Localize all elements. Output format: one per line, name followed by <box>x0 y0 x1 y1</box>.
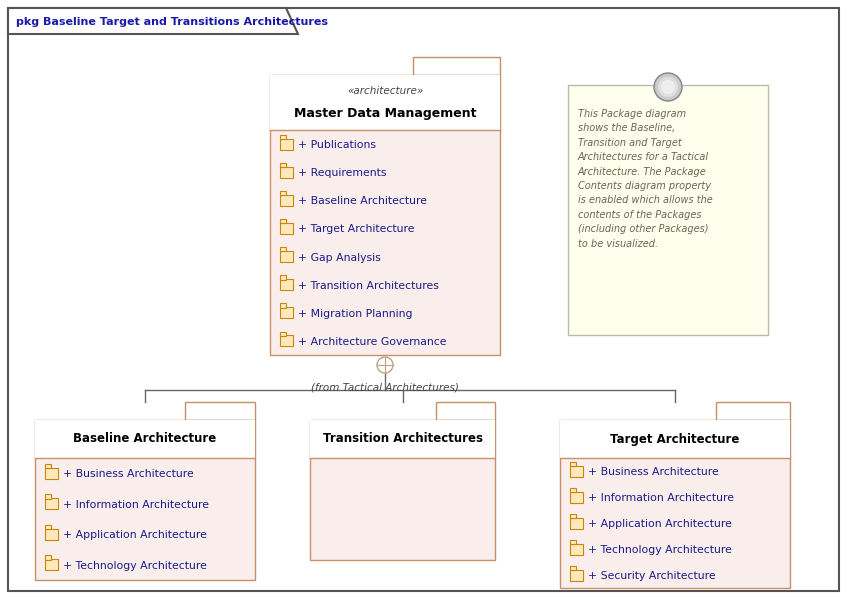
FancyBboxPatch shape <box>717 402 790 420</box>
FancyBboxPatch shape <box>412 57 500 75</box>
FancyBboxPatch shape <box>570 565 576 570</box>
FancyBboxPatch shape <box>280 191 285 195</box>
Text: + Migration Planning: + Migration Planning <box>298 309 412 319</box>
Text: pkg Baseline Target and Transitions Architectures: pkg Baseline Target and Transitions Arch… <box>16 17 328 27</box>
FancyBboxPatch shape <box>45 529 58 540</box>
FancyBboxPatch shape <box>45 525 51 529</box>
FancyBboxPatch shape <box>570 518 583 528</box>
FancyBboxPatch shape <box>35 420 255 580</box>
FancyBboxPatch shape <box>45 559 58 570</box>
Text: (from Tactical Architectures): (from Tactical Architectures) <box>311 383 459 393</box>
FancyBboxPatch shape <box>280 195 293 206</box>
FancyBboxPatch shape <box>45 468 58 479</box>
FancyBboxPatch shape <box>270 75 500 130</box>
FancyBboxPatch shape <box>35 420 255 458</box>
FancyBboxPatch shape <box>310 420 495 458</box>
FancyBboxPatch shape <box>280 247 285 252</box>
Polygon shape <box>8 8 298 34</box>
Text: + Publications: + Publications <box>298 140 376 150</box>
FancyBboxPatch shape <box>280 138 293 150</box>
FancyBboxPatch shape <box>270 75 500 355</box>
Text: + Security Architecture: + Security Architecture <box>588 571 716 581</box>
Text: + Technology Architecture: + Technology Architecture <box>63 561 207 571</box>
Circle shape <box>377 357 393 373</box>
FancyBboxPatch shape <box>570 462 576 466</box>
Text: + Architecture Governance: + Architecture Governance <box>298 337 446 347</box>
FancyBboxPatch shape <box>570 492 583 503</box>
FancyBboxPatch shape <box>280 276 285 280</box>
Text: + Target Architecture: + Target Architecture <box>298 225 414 234</box>
FancyBboxPatch shape <box>280 332 285 336</box>
FancyBboxPatch shape <box>280 135 285 139</box>
FancyBboxPatch shape <box>310 420 495 560</box>
Text: Target Architecture: Target Architecture <box>611 432 739 446</box>
Circle shape <box>658 77 678 97</box>
FancyBboxPatch shape <box>560 420 790 458</box>
Text: + Information Architecture: + Information Architecture <box>63 500 209 510</box>
FancyBboxPatch shape <box>568 85 768 335</box>
FancyBboxPatch shape <box>8 8 839 591</box>
FancyBboxPatch shape <box>280 223 293 234</box>
Text: + Requirements: + Requirements <box>298 168 386 178</box>
FancyBboxPatch shape <box>45 494 51 498</box>
FancyBboxPatch shape <box>45 498 58 509</box>
Text: + Gap Analysis: + Gap Analysis <box>298 253 381 262</box>
Text: This Package diagram
shows the Baseline,
Transition and Target
Architectures for: This Package diagram shows the Baseline,… <box>578 109 712 249</box>
Circle shape <box>654 73 682 101</box>
FancyBboxPatch shape <box>280 335 293 346</box>
FancyBboxPatch shape <box>45 464 51 468</box>
FancyBboxPatch shape <box>570 540 576 544</box>
FancyBboxPatch shape <box>280 219 285 223</box>
FancyBboxPatch shape <box>280 304 285 308</box>
FancyBboxPatch shape <box>280 163 285 167</box>
FancyBboxPatch shape <box>280 307 293 318</box>
Circle shape <box>661 80 675 94</box>
FancyBboxPatch shape <box>570 488 576 492</box>
Text: Baseline Architecture: Baseline Architecture <box>74 432 217 446</box>
Text: Transition Architectures: Transition Architectures <box>323 432 483 446</box>
Text: Master Data Management: Master Data Management <box>294 107 476 119</box>
FancyBboxPatch shape <box>436 402 495 420</box>
Text: «architecture»: «architecture» <box>347 86 424 96</box>
FancyBboxPatch shape <box>45 555 51 559</box>
FancyBboxPatch shape <box>185 402 255 420</box>
FancyBboxPatch shape <box>560 420 790 588</box>
FancyBboxPatch shape <box>570 570 583 580</box>
FancyBboxPatch shape <box>280 279 293 290</box>
Text: + Business Architecture: + Business Architecture <box>63 469 194 479</box>
Text: + Technology Architecture: + Technology Architecture <box>588 545 732 555</box>
FancyBboxPatch shape <box>570 465 583 476</box>
FancyBboxPatch shape <box>570 514 576 518</box>
Text: + Business Architecture: + Business Architecture <box>588 467 719 477</box>
FancyBboxPatch shape <box>280 167 293 178</box>
FancyBboxPatch shape <box>570 543 583 555</box>
Text: + Information Architecture: + Information Architecture <box>588 493 734 503</box>
Text: + Application Architecture: + Application Architecture <box>588 519 732 529</box>
Text: + Application Architecture: + Application Architecture <box>63 530 207 540</box>
Text: + Baseline Architecture: + Baseline Architecture <box>298 196 427 206</box>
Circle shape <box>655 74 681 100</box>
Text: + Transition Architectures: + Transition Architectures <box>298 281 439 291</box>
FancyBboxPatch shape <box>280 251 293 262</box>
